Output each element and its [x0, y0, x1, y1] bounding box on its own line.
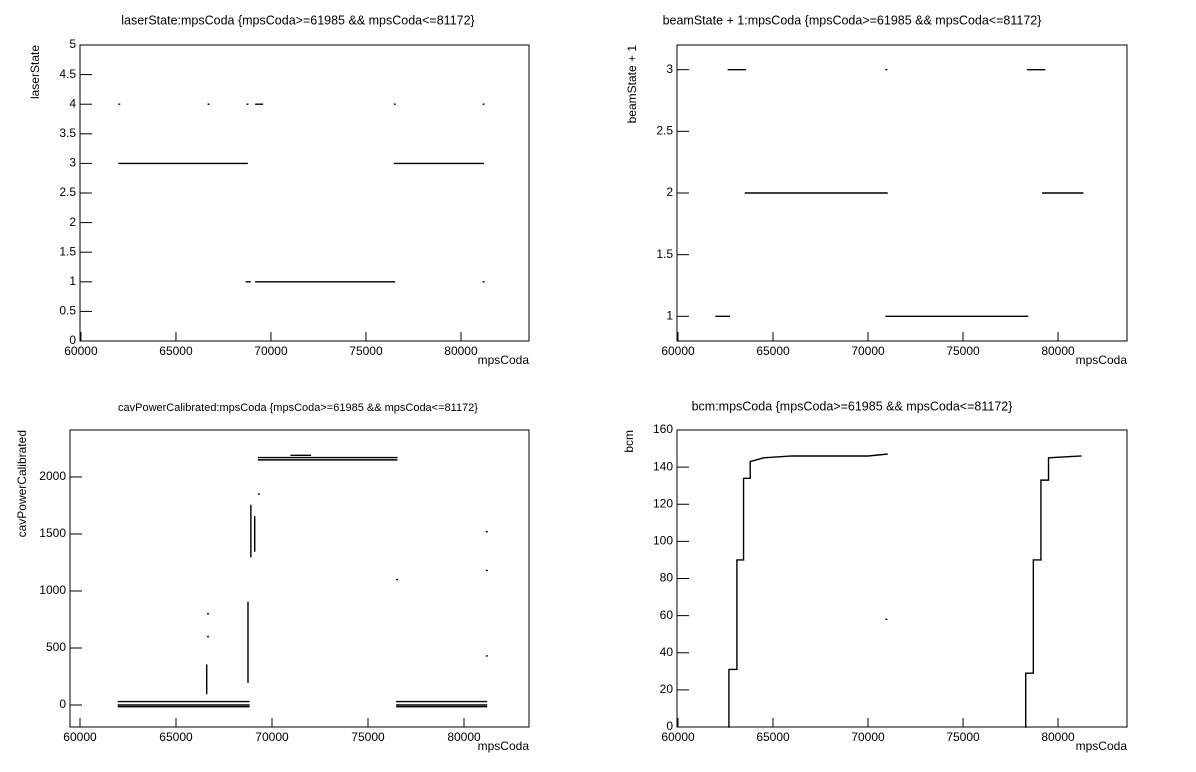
y-tick-label: 3 [69, 156, 76, 170]
y-tick-label: 4.5 [59, 67, 76, 81]
y-tick-label: 2.5 [656, 124, 673, 138]
y-tick-label: 100 [653, 534, 673, 548]
y-tick-label: 1.5 [59, 244, 76, 258]
plot-frame [79, 44, 530, 342]
x-tick-label: 75000 [946, 344, 980, 358]
y-axis-label: laserState [28, 45, 42, 99]
x-axis-label: mpsCoda [478, 353, 530, 367]
x-tick-label: 80000 [1041, 730, 1075, 744]
data-series [117, 454, 488, 708]
x-axis-label: mpsCoda [478, 739, 530, 753]
chart-title: laserState:mpsCoda {mpsCoda>=61985 && mp… [121, 13, 474, 27]
data-series [118, 103, 485, 283]
x-tick-label: 60000 [63, 730, 97, 744]
x-tick-label: 65000 [756, 344, 790, 358]
y-tick-label: 80 [660, 571, 674, 585]
x-tick-label: 80000 [444, 344, 478, 358]
y-tick-label: 160 [653, 422, 673, 436]
x-tick-label: 70000 [255, 730, 289, 744]
chart-title: bcm:mpsCoda {mpsCoda>=61985 && mpsCoda<=… [692, 399, 1013, 413]
y-tick-label: 3 [666, 62, 673, 76]
x-tick-label: 65000 [159, 730, 193, 744]
chart-title: beamState + 1:mpsCoda {mpsCoda>=61985 &&… [663, 13, 1042, 27]
y-tick-label: 2000 [39, 469, 66, 483]
y-tick-label: 2 [69, 215, 76, 229]
y-tick-label: 1 [69, 274, 76, 288]
y-tick-label: 0 [69, 333, 76, 347]
x-axis-label: mpsCoda [1076, 353, 1128, 367]
chart-title: cavPowerCalibrated:mpsCoda {mpsCoda>=619… [118, 402, 478, 414]
y-tick-label: 500 [46, 640, 66, 654]
y-tick-label: 5 [69, 37, 76, 51]
x-tick-label: 65000 [159, 344, 193, 358]
x-tick-label: 70000 [851, 730, 885, 744]
y-tick-label: 1.5 [656, 247, 673, 261]
y-tick-label: 0.5 [59, 304, 76, 318]
y-tick-label: 3.5 [59, 126, 76, 140]
x-tick-label: 60000 [661, 730, 695, 744]
x-tick-label: 70000 [851, 344, 885, 358]
x-tick-label: 75000 [946, 730, 980, 744]
y-tick-label: 2 [666, 185, 673, 199]
x-tick-label: 70000 [254, 344, 288, 358]
x-axis-label: mpsCoda [1076, 739, 1128, 753]
plot-frame [676, 429, 1128, 728]
x-tick-label: 80000 [447, 730, 481, 744]
y-tick-label: 40 [660, 645, 674, 659]
data-series [728, 453, 1082, 728]
y-tick-label: 140 [653, 459, 673, 473]
plot-frame [69, 429, 530, 728]
x-tick-label: 60000 [661, 344, 695, 358]
y-axis-label: beamState + 1 [625, 45, 639, 124]
y-tick-label: 120 [653, 496, 673, 510]
y-tick-label: 1 [666, 309, 673, 323]
x-tick-label: 80000 [1041, 344, 1075, 358]
x-tick-label: 60000 [64, 344, 98, 358]
x-tick-label: 75000 [351, 730, 385, 744]
y-axis-label: cavPowerCalibrated [15, 430, 29, 537]
x-tick-label: 65000 [756, 730, 790, 744]
y-tick-label: 1500 [39, 526, 66, 540]
y-axis-label: bcm [622, 430, 636, 453]
y-tick-label: 0 [666, 719, 673, 733]
y-tick-label: 4 [69, 96, 76, 110]
y-tick-label: 20 [660, 682, 674, 696]
x-tick-label: 75000 [349, 344, 383, 358]
data-series [715, 68, 1084, 318]
y-tick-label: 0 [59, 697, 66, 711]
y-tick-label: 60 [660, 608, 674, 622]
y-tick-label: 2.5 [59, 185, 76, 199]
y-tick-label: 1000 [39, 583, 66, 597]
